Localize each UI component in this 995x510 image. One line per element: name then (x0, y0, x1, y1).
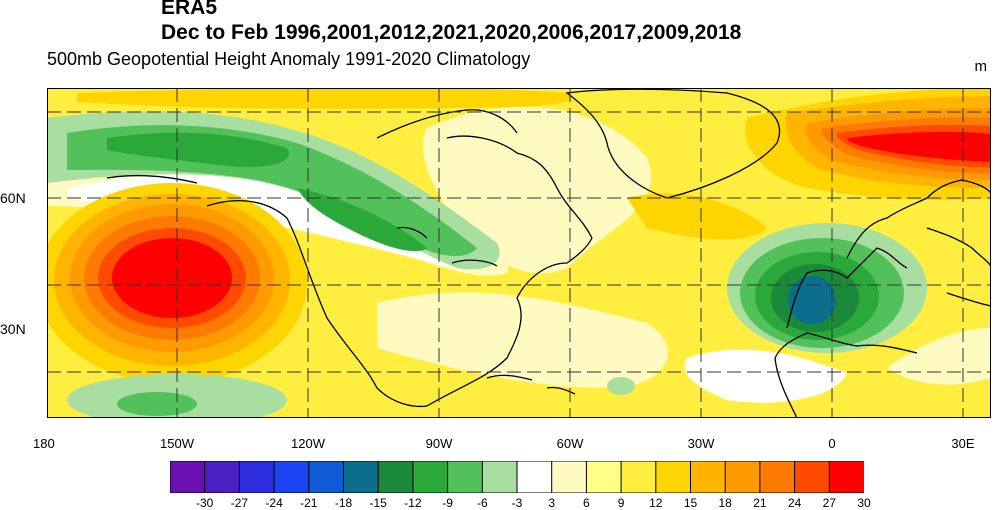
colorbar-tick-label: -12 (404, 496, 422, 510)
colorbar-tick-label: 24 (787, 496, 802, 510)
colorbar-tick-label: 6 (583, 496, 590, 510)
unit-label: m (974, 58, 988, 75)
map-frame (47, 88, 991, 418)
subtitle-variable: 500mb Geopotential Height Anomaly 1991-2… (47, 49, 531, 69)
anomaly-map (47, 88, 991, 418)
coastlines (106, 88, 991, 418)
lon-label-30e: 30E (951, 436, 975, 451)
lon-label-120w: 120W (291, 436, 325, 451)
colorbar-tick-label: -6 (476, 496, 488, 510)
colorbar-swatch (794, 461, 831, 493)
colorbar-tick-label: -3 (511, 496, 523, 510)
colorbar-tick-label: -24 (265, 496, 283, 510)
colorbar-tick-label: 9 (617, 496, 625, 510)
colorbar-swatch (585, 461, 623, 493)
colorbar-swatch (308, 461, 345, 493)
colorbar-tick-label: -21 (300, 496, 318, 510)
colorbar (170, 461, 864, 493)
colorbar-swatch (447, 461, 484, 493)
colorbar-tick-label: 21 (753, 496, 767, 510)
colorbar-tick-label: -9 (442, 496, 453, 510)
colorbar-tick-label: -15 (369, 496, 387, 510)
colorbar-swatch (343, 461, 380, 493)
lon-label-60w: 60W (556, 436, 584, 451)
colorbar-tick-label: -18 (334, 496, 353, 510)
colorbar-swatch (655, 461, 692, 493)
colorbar-swatch (724, 461, 761, 493)
colorbar-swatch (170, 461, 206, 493)
lon-label-30w: 30W (687, 436, 715, 451)
colorbar-swatch (412, 461, 449, 493)
colorbar-swatch (620, 461, 657, 493)
colorbar-tick-label: 12 (649, 496, 663, 510)
colorbar-swatch (481, 461, 518, 493)
lon-label-90w: 90W (425, 436, 453, 451)
colorbar-swatch (828, 461, 864, 493)
colorbar-swatch (238, 461, 276, 493)
colorbar-tick-label: 18 (718, 496, 732, 510)
colorbar-tick-label: -30 (196, 496, 214, 510)
lat-label-60n: 60N (0, 190, 26, 206)
colorbar-tick-label: 15 (683, 496, 698, 510)
colorbar-swatch (377, 461, 414, 493)
anomaly-shading (47, 88, 991, 418)
lon-label-0: 0 (828, 436, 836, 451)
colorbar-tick-label: 30 (857, 496, 871, 510)
colorbar-swatch (690, 461, 727, 493)
colorbar-swatch (551, 461, 588, 493)
colorbar-tick-label: 3 (548, 496, 556, 510)
colorbar-swatch (516, 461, 553, 493)
colorbar-swatch (273, 461, 310, 493)
title-season-years: Dec to Feb 1996,2001,2012,2021,2020,2006… (161, 21, 742, 44)
lat-label-30n: 30N (0, 321, 26, 337)
colorbar-swatch (204, 461, 241, 493)
colorbar-swatch (759, 461, 796, 493)
colorbar-tick-label: 27 (822, 496, 836, 510)
graticule (47, 88, 991, 418)
lon-label-180: 180 (33, 436, 55, 451)
lon-label-150w: 150W (160, 436, 194, 451)
colorbar-tick-label: -27 (230, 496, 249, 510)
title-dataset: ERA5 (161, 0, 218, 19)
